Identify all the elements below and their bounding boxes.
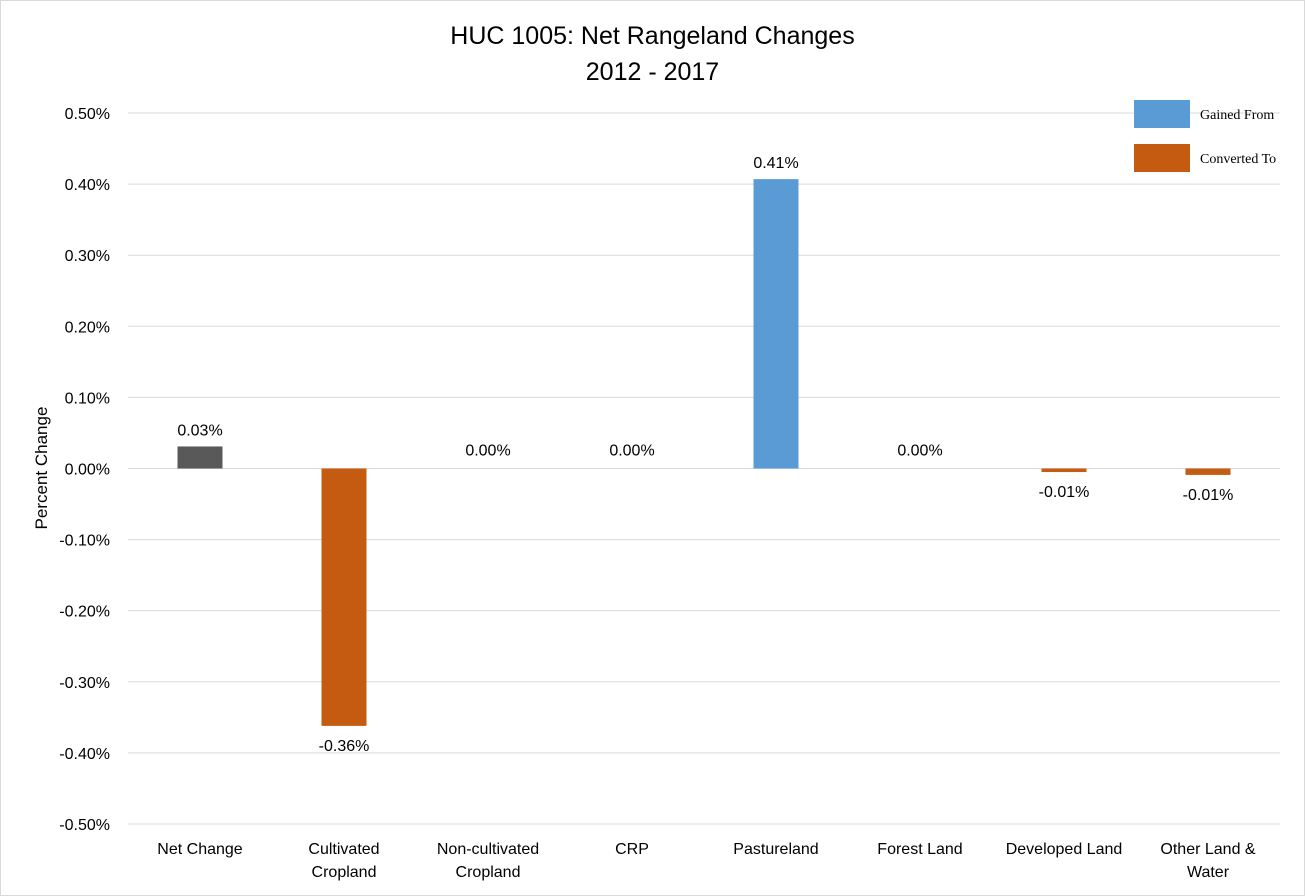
x-tick-label: Cropland <box>312 864 377 881</box>
y-tick-label: -0.10% <box>59 533 110 550</box>
x-tick-label: CRP <box>615 841 649 858</box>
data-labels: 0.03% -0.36% 0.00% 0.00% 0.41% 0.00% -0.01% -0.… <box>177 155 1233 755</box>
data-label: -0.36% <box>319 738 370 755</box>
bars <box>177 179 1231 726</box>
bar-0 <box>177 446 223 469</box>
legend-label: Converted To <box>1200 152 1276 167</box>
x-tick-label: Net Change <box>157 841 242 858</box>
data-label: 0.00% <box>465 443 510 460</box>
legend-swatch <box>1134 100 1190 128</box>
x-tick-label: Cropland <box>456 864 521 881</box>
bar-1 <box>321 468 367 726</box>
y-tick-label: -0.30% <box>59 675 110 692</box>
y-tick-label: 0.00% <box>65 462 110 479</box>
data-label: 0.41% <box>753 155 798 172</box>
x-tick-label: Other Land & <box>1160 841 1256 858</box>
y-tick-label: 0.20% <box>65 319 110 336</box>
bar-4 <box>753 179 799 469</box>
data-label: 0.00% <box>609 443 654 460</box>
chart-title: HUC 1005: Net Rangeland Changes <box>450 22 855 50</box>
y-tick-label: -0.50% <box>59 817 110 834</box>
x-tick-label: Pastureland <box>733 841 818 858</box>
y-tick-label: -0.40% <box>59 746 110 763</box>
data-label: 0.00% <box>897 443 942 460</box>
data-label: 0.03% <box>177 422 222 439</box>
x-tick-label: Water <box>1187 864 1230 881</box>
x-tick-label: Forest Land <box>877 841 962 858</box>
legend: Gained From Converted To <box>1134 100 1276 172</box>
x-axis-ticks: Net Change Cultivated Cropland Non-cultivat… <box>157 841 1256 881</box>
bar-6 <box>1041 468 1087 473</box>
x-tick-label: Cultivated <box>308 841 379 858</box>
bar-7 <box>1185 468 1231 475</box>
x-tick-label: Non-cultivated <box>437 841 539 858</box>
y-axis-ticks: 0.50% 0.40% 0.30% 0.20% 0.10% 0.00% -0.10% -0.2… <box>59 106 110 834</box>
chart-subtitle: 2012 - 2017 <box>585 58 720 86</box>
legend-swatch <box>1134 144 1190 172</box>
legend-label: Gained From <box>1200 108 1274 123</box>
y-tick-label: 0.10% <box>65 390 110 407</box>
data-label: -0.01% <box>1039 484 1090 501</box>
y-tick-label: -0.20% <box>59 604 110 621</box>
y-axis-label: Percent Change <box>32 407 51 530</box>
y-tick-label: 0.40% <box>65 177 110 194</box>
y-tick-label: 0.50% <box>65 106 110 123</box>
gridlines <box>128 112 1280 825</box>
y-tick-label: 0.30% <box>65 248 110 265</box>
data-label: -0.01% <box>1183 487 1234 504</box>
x-tick-label: Developed Land <box>1006 841 1123 858</box>
